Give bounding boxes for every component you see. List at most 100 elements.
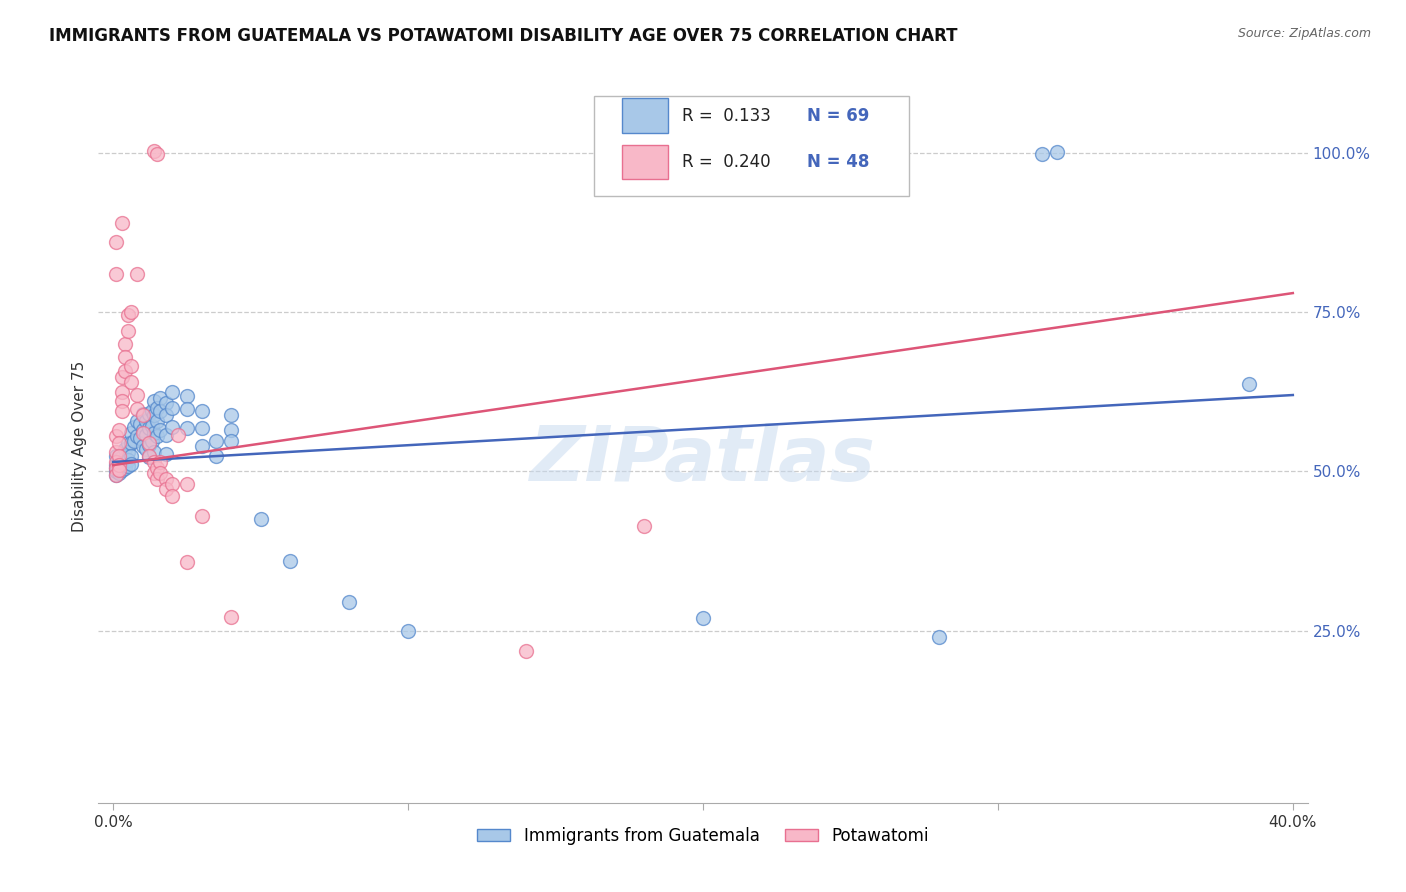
Point bbox=[160, 384, 183, 399]
Point bbox=[1031, 147, 1053, 161]
Point bbox=[149, 423, 172, 437]
Point bbox=[190, 421, 212, 435]
Point bbox=[111, 455, 134, 469]
Point bbox=[108, 423, 131, 437]
Point bbox=[219, 434, 242, 448]
Point bbox=[120, 435, 142, 450]
Point bbox=[108, 458, 131, 472]
Point bbox=[105, 455, 128, 469]
Point bbox=[141, 434, 163, 448]
Point bbox=[114, 457, 136, 471]
Point bbox=[114, 451, 136, 466]
Point bbox=[155, 447, 177, 461]
Point bbox=[122, 434, 145, 448]
Point bbox=[146, 413, 169, 427]
Point bbox=[111, 459, 134, 474]
Point bbox=[108, 461, 131, 475]
Point bbox=[633, 518, 655, 533]
Point bbox=[141, 404, 163, 418]
Point bbox=[219, 409, 242, 423]
Text: Source: ZipAtlas.com: Source: ZipAtlas.com bbox=[1237, 27, 1371, 40]
Point bbox=[114, 461, 136, 475]
Point bbox=[167, 427, 190, 442]
Point bbox=[105, 429, 128, 443]
Text: R =  0.240: R = 0.240 bbox=[682, 153, 770, 171]
Point bbox=[176, 389, 198, 403]
Point bbox=[138, 407, 160, 421]
Point bbox=[108, 466, 131, 480]
Point bbox=[190, 439, 212, 453]
Point bbox=[692, 611, 714, 625]
Point bbox=[105, 267, 128, 281]
Point bbox=[105, 235, 128, 249]
Point bbox=[141, 418, 163, 433]
Point bbox=[1046, 145, 1069, 159]
Point bbox=[160, 401, 183, 415]
Point bbox=[143, 144, 166, 158]
Point bbox=[160, 489, 183, 503]
Point bbox=[135, 442, 157, 457]
Point bbox=[120, 457, 142, 471]
Point bbox=[146, 147, 169, 161]
Point bbox=[117, 309, 139, 323]
Point bbox=[149, 391, 172, 405]
Point bbox=[105, 445, 128, 459]
Point bbox=[138, 435, 160, 450]
Point bbox=[190, 404, 212, 418]
Point bbox=[131, 426, 153, 441]
Point bbox=[155, 483, 177, 497]
Point bbox=[205, 449, 228, 463]
Point bbox=[125, 429, 148, 443]
Point bbox=[117, 453, 139, 467]
Point bbox=[105, 465, 128, 479]
Point bbox=[111, 450, 134, 465]
FancyBboxPatch shape bbox=[595, 96, 908, 196]
Point bbox=[120, 426, 142, 441]
Point bbox=[111, 394, 134, 409]
Point bbox=[155, 427, 177, 442]
Point bbox=[108, 458, 131, 472]
Legend: Immigrants from Guatemala, Potawatomi: Immigrants from Guatemala, Potawatomi bbox=[471, 821, 935, 852]
Point bbox=[108, 435, 131, 450]
Point bbox=[176, 477, 198, 491]
Point bbox=[138, 450, 160, 465]
Point bbox=[108, 463, 131, 477]
Point bbox=[138, 421, 160, 435]
Text: IMMIGRANTS FROM GUATEMALA VS POTAWATOMI DISABILITY AGE OVER 75 CORRELATION CHART: IMMIGRANTS FROM GUATEMALA VS POTAWATOMI … bbox=[49, 27, 957, 45]
FancyBboxPatch shape bbox=[621, 145, 668, 179]
Text: ZIPatlas: ZIPatlas bbox=[530, 424, 876, 497]
Point bbox=[135, 413, 157, 427]
Y-axis label: Disability Age Over 75: Disability Age Over 75 bbox=[72, 360, 87, 532]
Point bbox=[515, 644, 537, 658]
Point bbox=[117, 459, 139, 474]
Point bbox=[120, 376, 142, 390]
Point bbox=[176, 402, 198, 417]
Point bbox=[149, 404, 172, 418]
Point bbox=[396, 624, 419, 638]
Point bbox=[131, 423, 153, 437]
Point bbox=[114, 350, 136, 364]
Point bbox=[176, 421, 198, 435]
Point bbox=[155, 472, 177, 486]
Point bbox=[117, 445, 139, 459]
Point bbox=[928, 630, 950, 644]
Text: N = 69: N = 69 bbox=[807, 107, 869, 125]
Point bbox=[138, 449, 160, 463]
Point bbox=[125, 413, 148, 427]
Point bbox=[219, 609, 242, 624]
Point bbox=[278, 554, 301, 568]
Point bbox=[146, 472, 169, 486]
Point bbox=[337, 595, 360, 609]
Point bbox=[249, 512, 271, 526]
Text: R =  0.133: R = 0.133 bbox=[682, 107, 772, 125]
Point bbox=[125, 402, 148, 417]
Point bbox=[111, 404, 134, 418]
Point bbox=[111, 370, 134, 384]
Point bbox=[1237, 376, 1260, 391]
Point bbox=[105, 461, 128, 475]
Point bbox=[105, 467, 128, 482]
Point bbox=[105, 458, 128, 472]
Point bbox=[108, 451, 131, 466]
Point bbox=[135, 427, 157, 442]
Point bbox=[131, 409, 153, 423]
